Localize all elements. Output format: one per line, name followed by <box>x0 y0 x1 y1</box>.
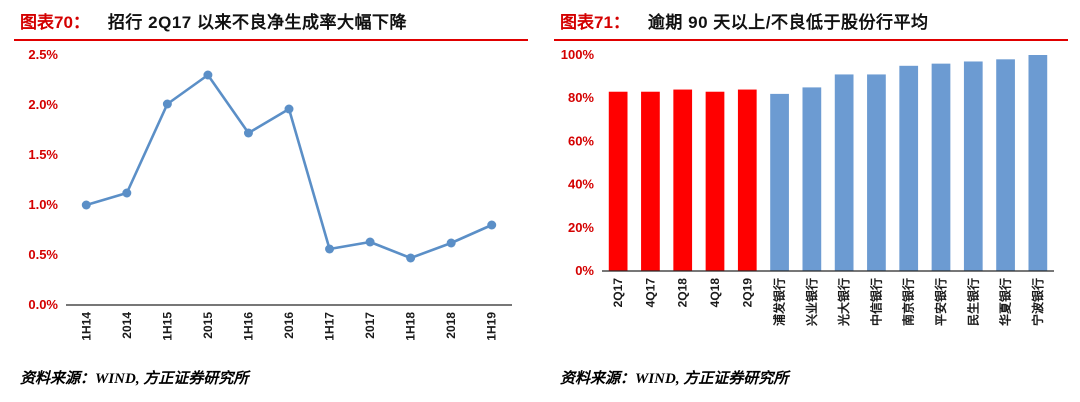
svg-text:2.5%: 2.5% <box>28 47 58 62</box>
svg-text:1H15: 1H15 <box>160 312 174 341</box>
svg-text:0%: 0% <box>575 263 594 278</box>
figure-71-label: 图表71： <box>560 13 630 32</box>
svg-text:2015: 2015 <box>201 312 215 339</box>
figure-71-source: 资料来源：WIND, 方正证券研究所 <box>560 371 789 387</box>
figure-70-title: 招行 2Q17 以来不良净生成率大幅下降 <box>107 13 407 32</box>
svg-text:南京银行: 南京银行 <box>901 278 916 326</box>
svg-text:1H19: 1H19 <box>485 312 499 341</box>
svg-text:兴业银行: 兴业银行 <box>804 278 819 326</box>
svg-text:4Q17: 4Q17 <box>643 278 657 308</box>
svg-text:20%: 20% <box>568 220 594 235</box>
figure-70-header: 图表70： 招行 2Q17 以来不良净生成率大幅下降 <box>14 6 528 41</box>
figure-71-panel: 图表71： 逾期 90 天以上/不良低于股份行平均 0% 20% 40% 60% 80%… <box>540 0 1080 402</box>
svg-text:宁波银行: 宁波银行 <box>1030 278 1045 326</box>
svg-text:0.5%: 0.5% <box>28 247 58 262</box>
svg-text:1H14: 1H14 <box>79 312 93 341</box>
figure-70-label: 图表70： <box>20 13 90 32</box>
x-axis-labels: 2Q17 4Q17 2Q18 4Q18 2Q19 浦发银行 兴业银行 光大银行 中信银行 南京银行… <box>611 278 1045 327</box>
svg-text:2Q19: 2Q19 <box>740 278 754 308</box>
svg-text:华夏银行: 华夏银行 <box>998 278 1013 326</box>
svg-text:80%: 80% <box>568 90 594 105</box>
svg-text:2014: 2014 <box>120 312 134 339</box>
svg-text:中信银行: 中信银行 <box>868 278 883 326</box>
figure-70-source: 资料来源：WIND, 方正证券研究所 <box>20 371 249 387</box>
svg-text:0.0%: 0.0% <box>28 297 58 312</box>
svg-text:浦发银行: 浦发银行 <box>772 278 787 326</box>
figure-71-header: 图表71： 逾期 90 天以上/不良低于股份行平均 <box>554 6 1068 41</box>
svg-text:民生银行: 民生银行 <box>965 278 980 326</box>
svg-text:1.5%: 1.5% <box>28 147 58 162</box>
svg-text:2018: 2018 <box>444 312 458 339</box>
svg-text:4Q18: 4Q18 <box>708 278 722 308</box>
y-axis-labels: 0% 20% 40% 60% 80% 100% <box>561 47 595 278</box>
svg-text:1H16: 1H16 <box>241 312 255 341</box>
svg-text:2Q18: 2Q18 <box>676 278 690 308</box>
svg-text:2016: 2016 <box>282 312 296 339</box>
svg-text:60%: 60% <box>568 133 594 148</box>
svg-text:2.0%: 2.0% <box>28 97 58 112</box>
svg-text:1H17: 1H17 <box>323 312 337 341</box>
line-chart-npl-generation: 0.0% 0.5% 1.0% 1.5% 2.0% 2.5% 1H14 2014 1H15 2015… <box>28 47 512 341</box>
svg-text:平安银行: 平安银行 <box>933 278 948 326</box>
svg-text:1H18: 1H18 <box>404 312 418 341</box>
x-axis-labels: 1H14 2014 1H15 2015 1H16 2016 1H17 2017 1H18 2018… <box>79 312 498 341</box>
svg-text:2017: 2017 <box>363 312 377 339</box>
svg-text:1.0%: 1.0% <box>28 197 58 212</box>
y-axis-labels: 0.0% 0.5% 1.0% 1.5% 2.0% 2.5% <box>28 47 58 312</box>
svg-text:2Q17: 2Q17 <box>611 278 625 308</box>
svg-text:40%: 40% <box>568 177 594 192</box>
svg-text:100%: 100% <box>561 47 595 62</box>
bar-series <box>608 55 1048 272</box>
figure-70-panel: 图表70： 招行 2Q17 以来不良净生成率大幅下降 0.0% 0.5% 1.0% 1… <box>14 6 528 387</box>
svg-text:光大银行: 光大银行 <box>836 278 851 327</box>
bar-chart-overdue-ratio: 0% 20% 40% 60% 80% 100% 2Q17 4Q17 2Q18 4Q18 2Q19 浦发… <box>561 47 1054 327</box>
figure-71-title: 逾期 90 天以上/不良低于股份行平均 <box>647 13 929 32</box>
line-series <box>81 70 497 263</box>
